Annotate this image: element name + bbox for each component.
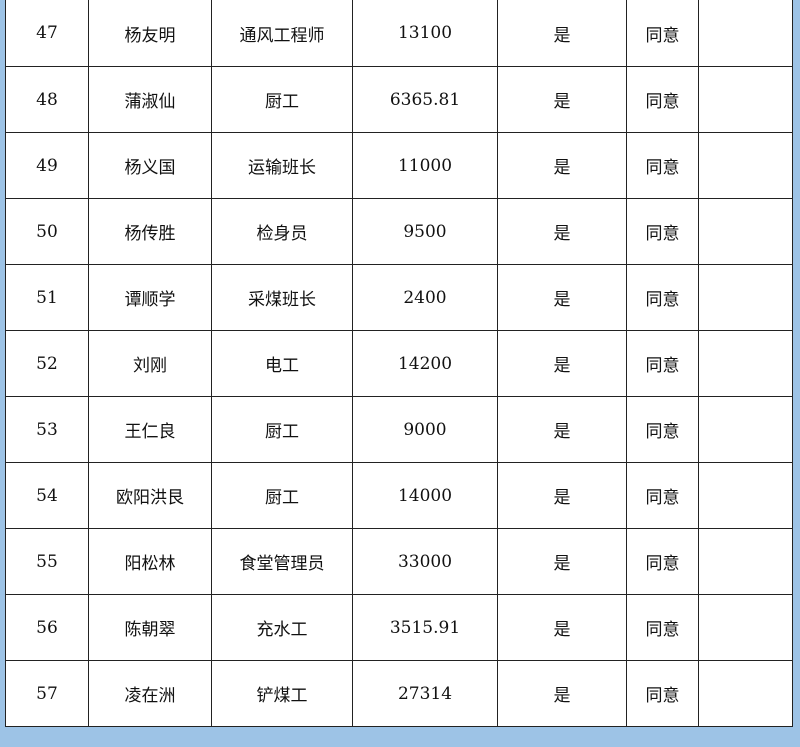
amount-cell: 3515.91 xyxy=(352,594,498,661)
row-number-cell: 55 xyxy=(5,528,89,595)
name-cell: 杨义国 xyxy=(88,132,212,199)
amount-cell: 13100 xyxy=(352,0,498,67)
remark-cell xyxy=(698,0,793,67)
row-number-cell: 50 xyxy=(5,198,89,265)
table-row: 50 杨传胜 检身员 9500 是同意 xyxy=(5,198,793,265)
opinion-cell: 同意 xyxy=(626,462,699,529)
position-cell: 厨工 xyxy=(211,462,353,529)
opinion-cell: 同意 xyxy=(626,132,699,199)
opinion-cell: 同意 xyxy=(626,198,699,265)
amount-cell: 33000 xyxy=(352,528,498,595)
table-row: 53 王仁良 厨工 9000 是同意 xyxy=(5,396,793,463)
data-table: 47 杨友明 通风工程师 13100 是同意 48 蒲淑仙 厨工 6365.81 是同意 49 杨义国… xyxy=(5,0,793,727)
table-row: 57 凌在洲 铲煤工 27314 是同意 xyxy=(5,660,793,727)
remark-cell xyxy=(698,66,793,133)
opinion-cell: 同意 xyxy=(626,396,699,463)
position-cell: 厨工 xyxy=(211,396,353,463)
confirmed-cell: 是 xyxy=(497,132,627,199)
position-cell: 通风工程师 xyxy=(211,0,353,67)
remark-cell xyxy=(698,330,793,397)
name-cell: 杨友明 xyxy=(88,0,212,67)
position-cell: 充水工 xyxy=(211,594,353,661)
opinion-cell: 同意 xyxy=(626,264,699,331)
position-cell: 电工 xyxy=(211,330,353,397)
remark-cell xyxy=(698,594,793,661)
confirmed-cell: 是 xyxy=(497,594,627,661)
confirmed-cell: 是 xyxy=(497,264,627,331)
row-number-cell: 47 xyxy=(5,0,89,67)
confirmed-cell: 是 xyxy=(497,330,627,397)
amount-cell: 11000 xyxy=(352,132,498,199)
opinion-cell: 同意 xyxy=(626,594,699,661)
confirmed-cell: 是 xyxy=(497,0,627,67)
remark-cell xyxy=(698,528,793,595)
name-cell: 凌在洲 xyxy=(88,660,212,727)
remark-cell xyxy=(698,198,793,265)
position-cell: 检身员 xyxy=(211,198,353,265)
name-cell: 王仁良 xyxy=(88,396,212,463)
position-cell: 食堂管理员 xyxy=(211,528,353,595)
amount-cell: 27314 xyxy=(352,660,498,727)
amount-cell: 9000 xyxy=(352,396,498,463)
row-number-cell: 49 xyxy=(5,132,89,199)
remark-cell xyxy=(698,132,793,199)
row-number-cell: 57 xyxy=(5,660,89,727)
row-number-cell: 52 xyxy=(5,330,89,397)
position-cell: 厨工 xyxy=(211,66,353,133)
opinion-cell: 同意 xyxy=(626,528,699,595)
table-row: 52 刘刚 电工 14200 是同意 xyxy=(5,330,793,397)
amount-cell: 14200 xyxy=(352,330,498,397)
amount-cell: 6365.81 xyxy=(352,66,498,133)
name-cell: 欧阳洪艮 xyxy=(88,462,212,529)
opinion-cell: 同意 xyxy=(626,66,699,133)
row-number-cell: 56 xyxy=(5,594,89,661)
opinion-cell: 同意 xyxy=(626,660,699,727)
remark-cell xyxy=(698,264,793,331)
name-cell: 刘刚 xyxy=(88,330,212,397)
confirmed-cell: 是 xyxy=(497,660,627,727)
confirmed-cell: 是 xyxy=(497,66,627,133)
table-row: 49 杨义国 运输班长 11000 是同意 xyxy=(5,132,793,199)
name-cell: 蒲淑仙 xyxy=(88,66,212,133)
confirmed-cell: 是 xyxy=(497,462,627,529)
name-cell: 谭顺学 xyxy=(88,264,212,331)
position-cell: 采煤班长 xyxy=(211,264,353,331)
name-cell: 杨传胜 xyxy=(88,198,212,265)
table-row: 47 杨友明 通风工程师 13100 是同意 xyxy=(5,0,793,67)
row-number-cell: 54 xyxy=(5,462,89,529)
name-cell: 陈朝翠 xyxy=(88,594,212,661)
amount-cell: 14000 xyxy=(352,462,498,529)
remark-cell xyxy=(698,462,793,529)
table-row: 48 蒲淑仙 厨工 6365.81 是同意 xyxy=(5,66,793,133)
amount-cell: 2400 xyxy=(352,264,498,331)
confirmed-cell: 是 xyxy=(497,528,627,595)
amount-cell: 9500 xyxy=(352,198,498,265)
row-number-cell: 48 xyxy=(5,66,89,133)
position-cell: 铲煤工 xyxy=(211,660,353,727)
confirmed-cell: 是 xyxy=(497,198,627,265)
table-row: 54 欧阳洪艮 厨工 14000 是同意 xyxy=(5,462,793,529)
confirmed-cell: 是 xyxy=(497,396,627,463)
row-number-cell: 53 xyxy=(5,396,89,463)
table-row: 56 陈朝翠 充水工 3515.91 是同意 xyxy=(5,594,793,661)
remark-cell xyxy=(698,396,793,463)
table-row: 51 谭顺学 采煤班长 2400 是同意 xyxy=(5,264,793,331)
row-number-cell: 51 xyxy=(5,264,89,331)
remark-cell xyxy=(698,660,793,727)
opinion-cell: 同意 xyxy=(626,0,699,67)
opinion-cell: 同意 xyxy=(626,330,699,397)
position-cell: 运输班长 xyxy=(211,132,353,199)
table-row: 55 阳松林 食堂管理员 33000 是同意 xyxy=(5,528,793,595)
name-cell: 阳松林 xyxy=(88,528,212,595)
